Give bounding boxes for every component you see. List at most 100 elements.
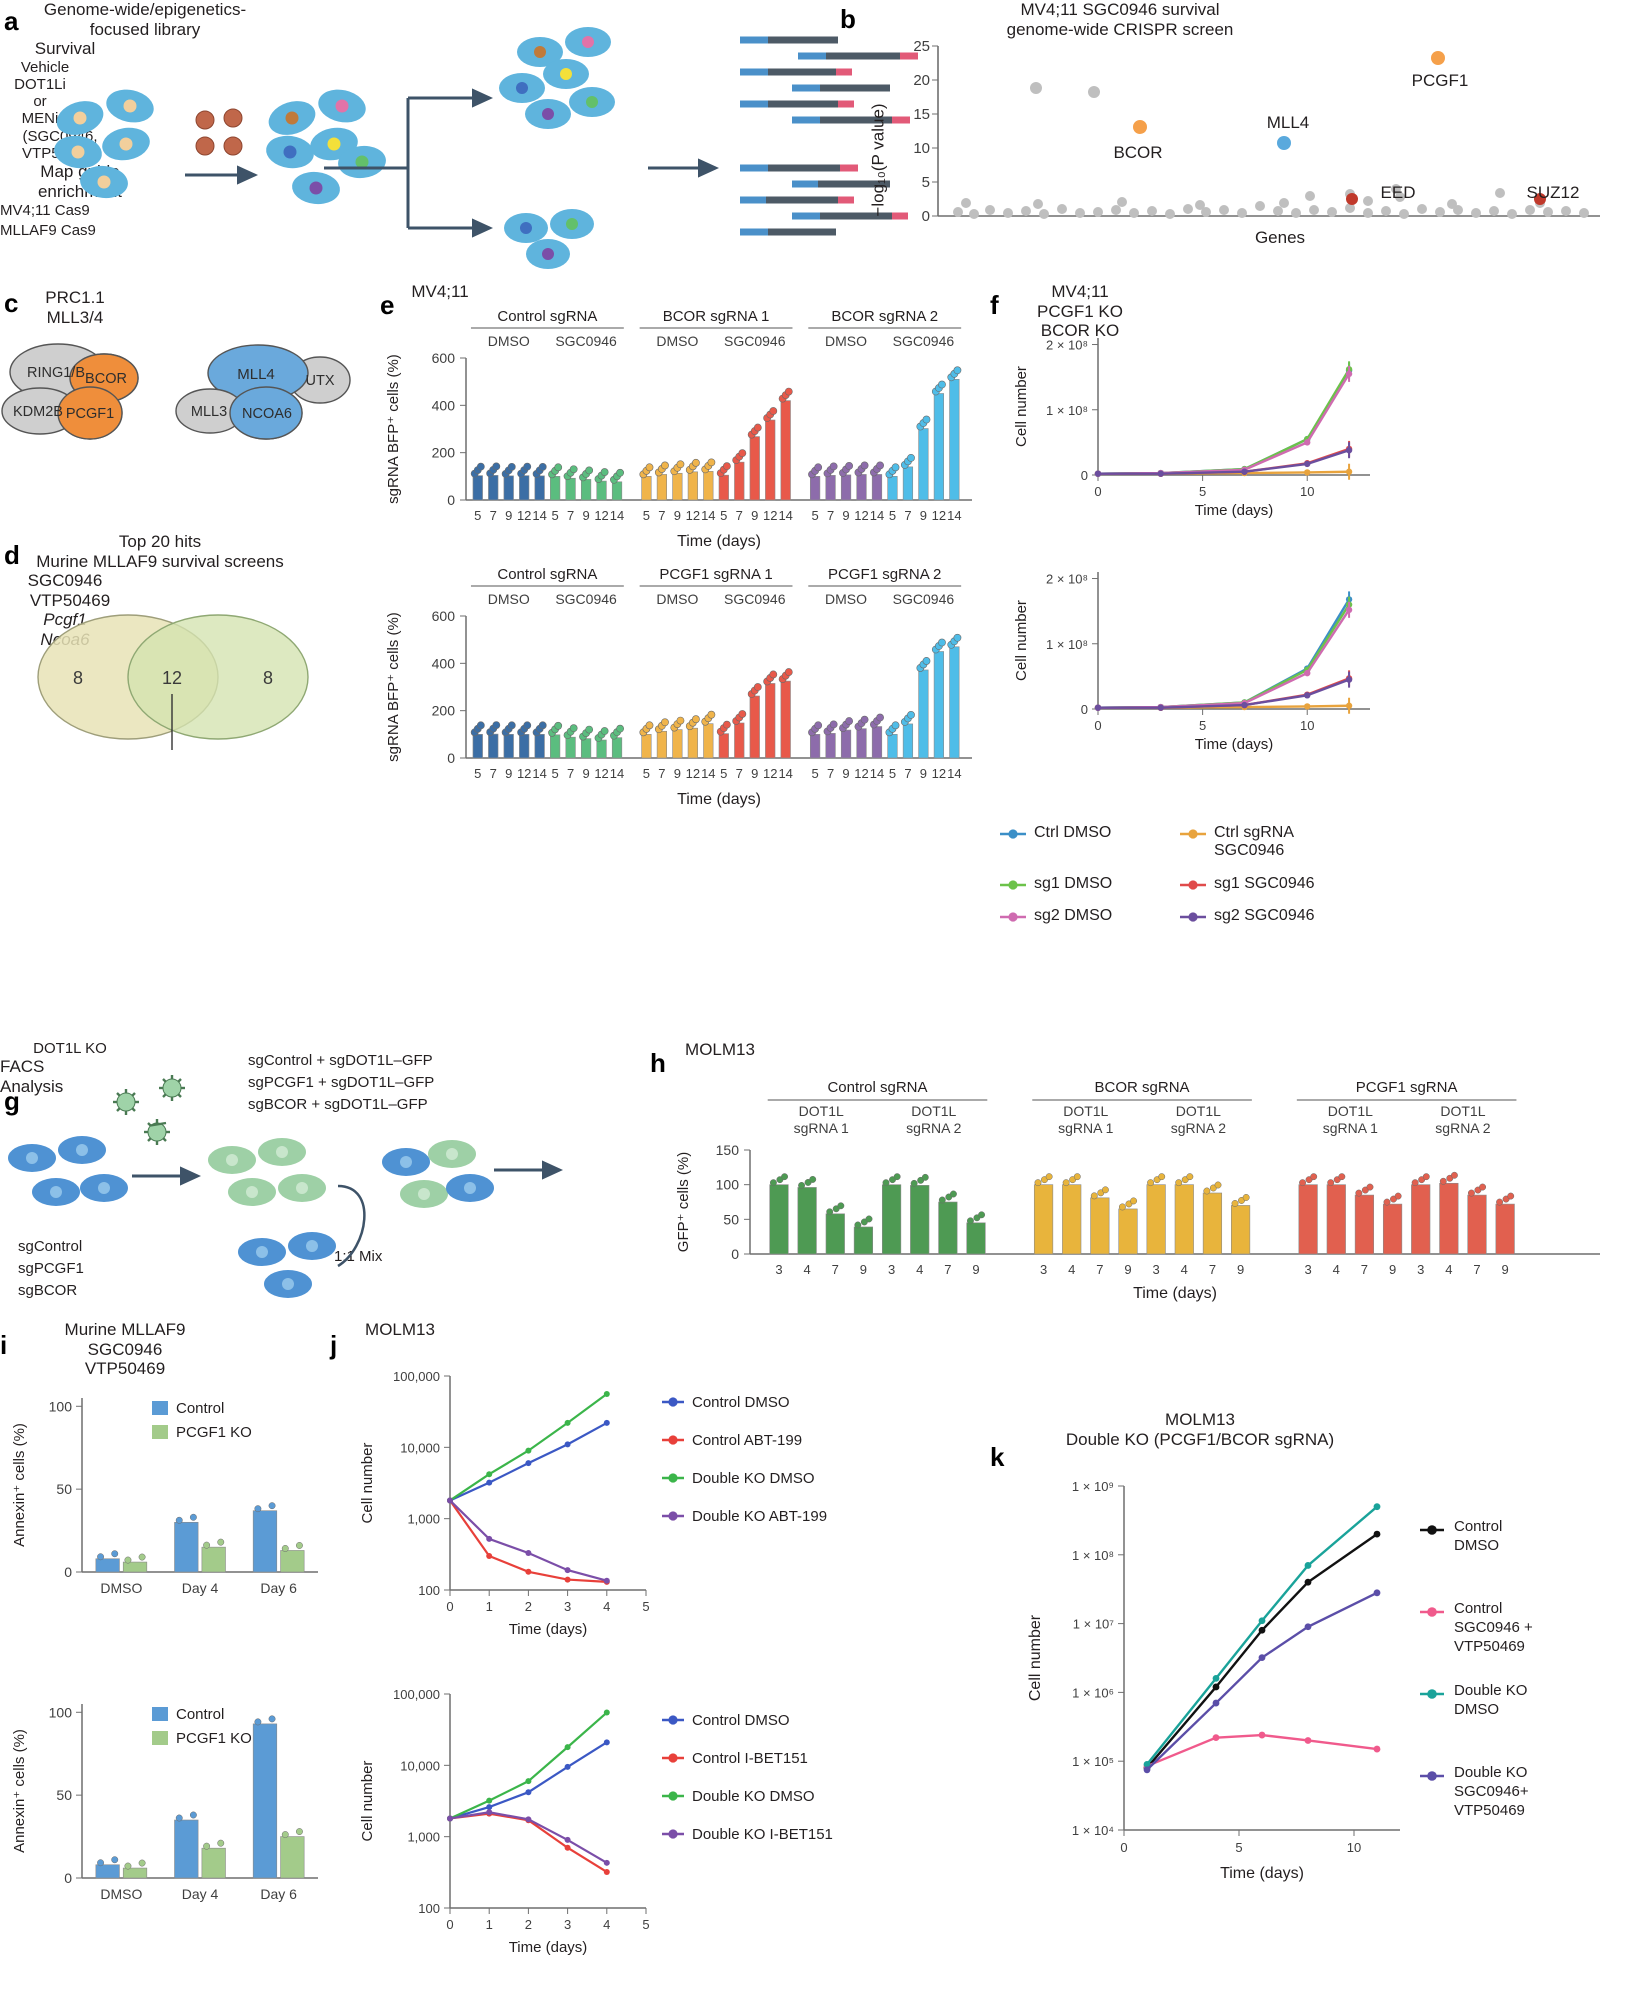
replicate-dot bbox=[492, 462, 501, 471]
replicate-dot bbox=[645, 463, 654, 472]
node-utx-text: UTX bbox=[306, 373, 335, 389]
svg-text:Time (days): Time (days) bbox=[677, 533, 761, 550]
label-bcor: BCOR bbox=[1113, 143, 1162, 162]
input-sgpcgf1: sgPCGF1 bbox=[18, 1259, 84, 1277]
cell-cluster-survival bbox=[499, 27, 615, 129]
svg-text:Control: Control bbox=[176, 1706, 224, 1723]
replicate-dot bbox=[938, 638, 946, 647]
svg-text:0: 0 bbox=[1094, 718, 1101, 733]
bar bbox=[503, 475, 514, 501]
bar bbox=[734, 461, 745, 501]
svg-text:DMSO: DMSO bbox=[825, 591, 867, 607]
replicate-dot bbox=[645, 721, 654, 730]
data-point bbox=[1304, 669, 1311, 677]
bar bbox=[488, 733, 499, 759]
svg-text:SGC0946+: SGC0946+ bbox=[1454, 1783, 1529, 1800]
facs-label: FACS Analysis bbox=[0, 1057, 120, 1096]
replicate-dot bbox=[722, 462, 731, 471]
svg-text:400: 400 bbox=[432, 397, 456, 413]
svg-text:7: 7 bbox=[736, 508, 743, 523]
svg-text:100: 100 bbox=[418, 1901, 440, 1916]
svg-text:9: 9 bbox=[674, 766, 681, 781]
svg-text:Time (days): Time (days) bbox=[1195, 736, 1274, 753]
facs-line1: FACS bbox=[0, 1057, 45, 1077]
bar bbox=[887, 734, 898, 759]
legend-marker-icon bbox=[1180, 828, 1206, 840]
svg-text:10: 10 bbox=[1347, 1840, 1361, 1855]
bar bbox=[769, 1184, 789, 1255]
node-ncoa6-text: NCOA6 bbox=[242, 406, 292, 422]
bar bbox=[933, 651, 944, 759]
panel-h: h MOLM13 0 50 100 150 3 4 7 9 DOT1L sgRNA 1 3 4 7 9 DO… bbox=[650, 1040, 1610, 1310]
panel-f-label: f bbox=[990, 290, 999, 320]
svg-text:DMSO: DMSO bbox=[100, 1886, 142, 1902]
panel-j: j MOLM13 100 1,000 10,000 100,000 0 1 2 3 4 5 Cont… bbox=[330, 1320, 833, 2000]
svg-text:1 × 10⁸: 1 × 10⁸ bbox=[1046, 637, 1088, 652]
svg-text:4: 4 bbox=[1068, 1262, 1075, 1277]
bar bbox=[1230, 1205, 1251, 1255]
svg-text:200: 200 bbox=[432, 445, 456, 461]
svg-text:14: 14 bbox=[778, 508, 792, 523]
input-sgcontrol: sgControl bbox=[18, 1238, 83, 1255]
replicate-dot bbox=[616, 724, 624, 733]
svg-text:12: 12 bbox=[763, 508, 777, 523]
replicate-dot bbox=[953, 633, 962, 642]
svg-text:1,000: 1,000 bbox=[407, 1830, 440, 1845]
replicate-dot bbox=[554, 463, 563, 472]
bar bbox=[809, 734, 821, 759]
svg-text:7: 7 bbox=[658, 508, 665, 523]
replicate-dot bbox=[891, 721, 900, 730]
node-pcgf1-text: PCGF1 bbox=[66, 406, 114, 422]
panel-i-chart-top: 0 50 100 DMSO Day 4 Day 6 Control PCGF1 KO Annex… bbox=[8, 1372, 328, 1622]
svg-text:12: 12 bbox=[932, 766, 946, 781]
panel-g: g DOT1L KO sgControl + sgDOT1L–GFP sgPCG… bbox=[0, 1040, 640, 1310]
svg-text:0: 0 bbox=[1120, 1840, 1127, 1855]
svg-text:DMSO: DMSO bbox=[488, 591, 530, 607]
svg-text:Cell number: Cell number bbox=[1013, 600, 1030, 681]
construct-2: sgPCGF1 + sgDOT1L–GFP bbox=[248, 1073, 435, 1091]
svg-text:5: 5 bbox=[474, 766, 481, 781]
svg-text:100,000: 100,000 bbox=[393, 1687, 440, 1702]
bar bbox=[174, 1521, 199, 1573]
panel-b-labels: PCGF1 BCOR MLL4 EED SUZ12 bbox=[1113, 71, 1579, 202]
svg-text:3: 3 bbox=[1305, 1262, 1312, 1277]
venn-count-right: 8 bbox=[263, 668, 273, 688]
svg-text:1 × 10⁹: 1 × 10⁹ bbox=[1072, 1479, 1114, 1494]
bar bbox=[918, 428, 929, 501]
construct-1: sgControl + sgDOT1L–GFP bbox=[248, 1052, 433, 1069]
bar bbox=[910, 1185, 930, 1255]
svg-text:10: 10 bbox=[1300, 484, 1314, 499]
svg-text:200: 200 bbox=[432, 703, 456, 719]
legend-item: Ctrl DMSO bbox=[1000, 824, 1180, 861]
bar bbox=[749, 436, 760, 501]
svg-text:0: 0 bbox=[1081, 468, 1088, 483]
cells-green-transduced bbox=[208, 1138, 326, 1206]
svg-text:7: 7 bbox=[736, 766, 743, 781]
svg-text:50: 50 bbox=[723, 1211, 739, 1227]
data-point bbox=[1304, 692, 1311, 699]
bar bbox=[472, 475, 483, 501]
bar bbox=[853, 1226, 874, 1255]
svg-text:7: 7 bbox=[658, 766, 665, 781]
svg-text:0: 0 bbox=[1081, 702, 1088, 717]
bar bbox=[933, 393, 944, 501]
svg-text:14: 14 bbox=[610, 766, 624, 781]
svg-text:sgRNA 2: sgRNA 2 bbox=[906, 1120, 961, 1136]
replicate-dot bbox=[538, 462, 547, 471]
replicate-dot bbox=[891, 463, 900, 472]
bar bbox=[1298, 1184, 1318, 1255]
svg-text:Day 6: Day 6 bbox=[260, 1886, 297, 1902]
panel-h-celltype: MOLM13 bbox=[685, 1040, 755, 1059]
svg-text:Control I-BET151: Control I-BET151 bbox=[692, 1750, 808, 1767]
bar bbox=[1202, 1192, 1223, 1255]
svg-text:10,000: 10,000 bbox=[400, 1758, 440, 1773]
label-suz12: SUZ12 bbox=[1527, 183, 1580, 202]
svg-text:Control DMSO: Control DMSO bbox=[692, 1394, 790, 1411]
line-series bbox=[1146, 1733, 1378, 1768]
svg-text:7: 7 bbox=[944, 1262, 951, 1277]
line-series bbox=[1097, 373, 1351, 475]
svg-text:5: 5 bbox=[720, 508, 727, 523]
replicate-dot bbox=[753, 683, 762, 691]
data-point bbox=[1094, 704, 1102, 711]
svg-text:0: 0 bbox=[447, 492, 455, 508]
